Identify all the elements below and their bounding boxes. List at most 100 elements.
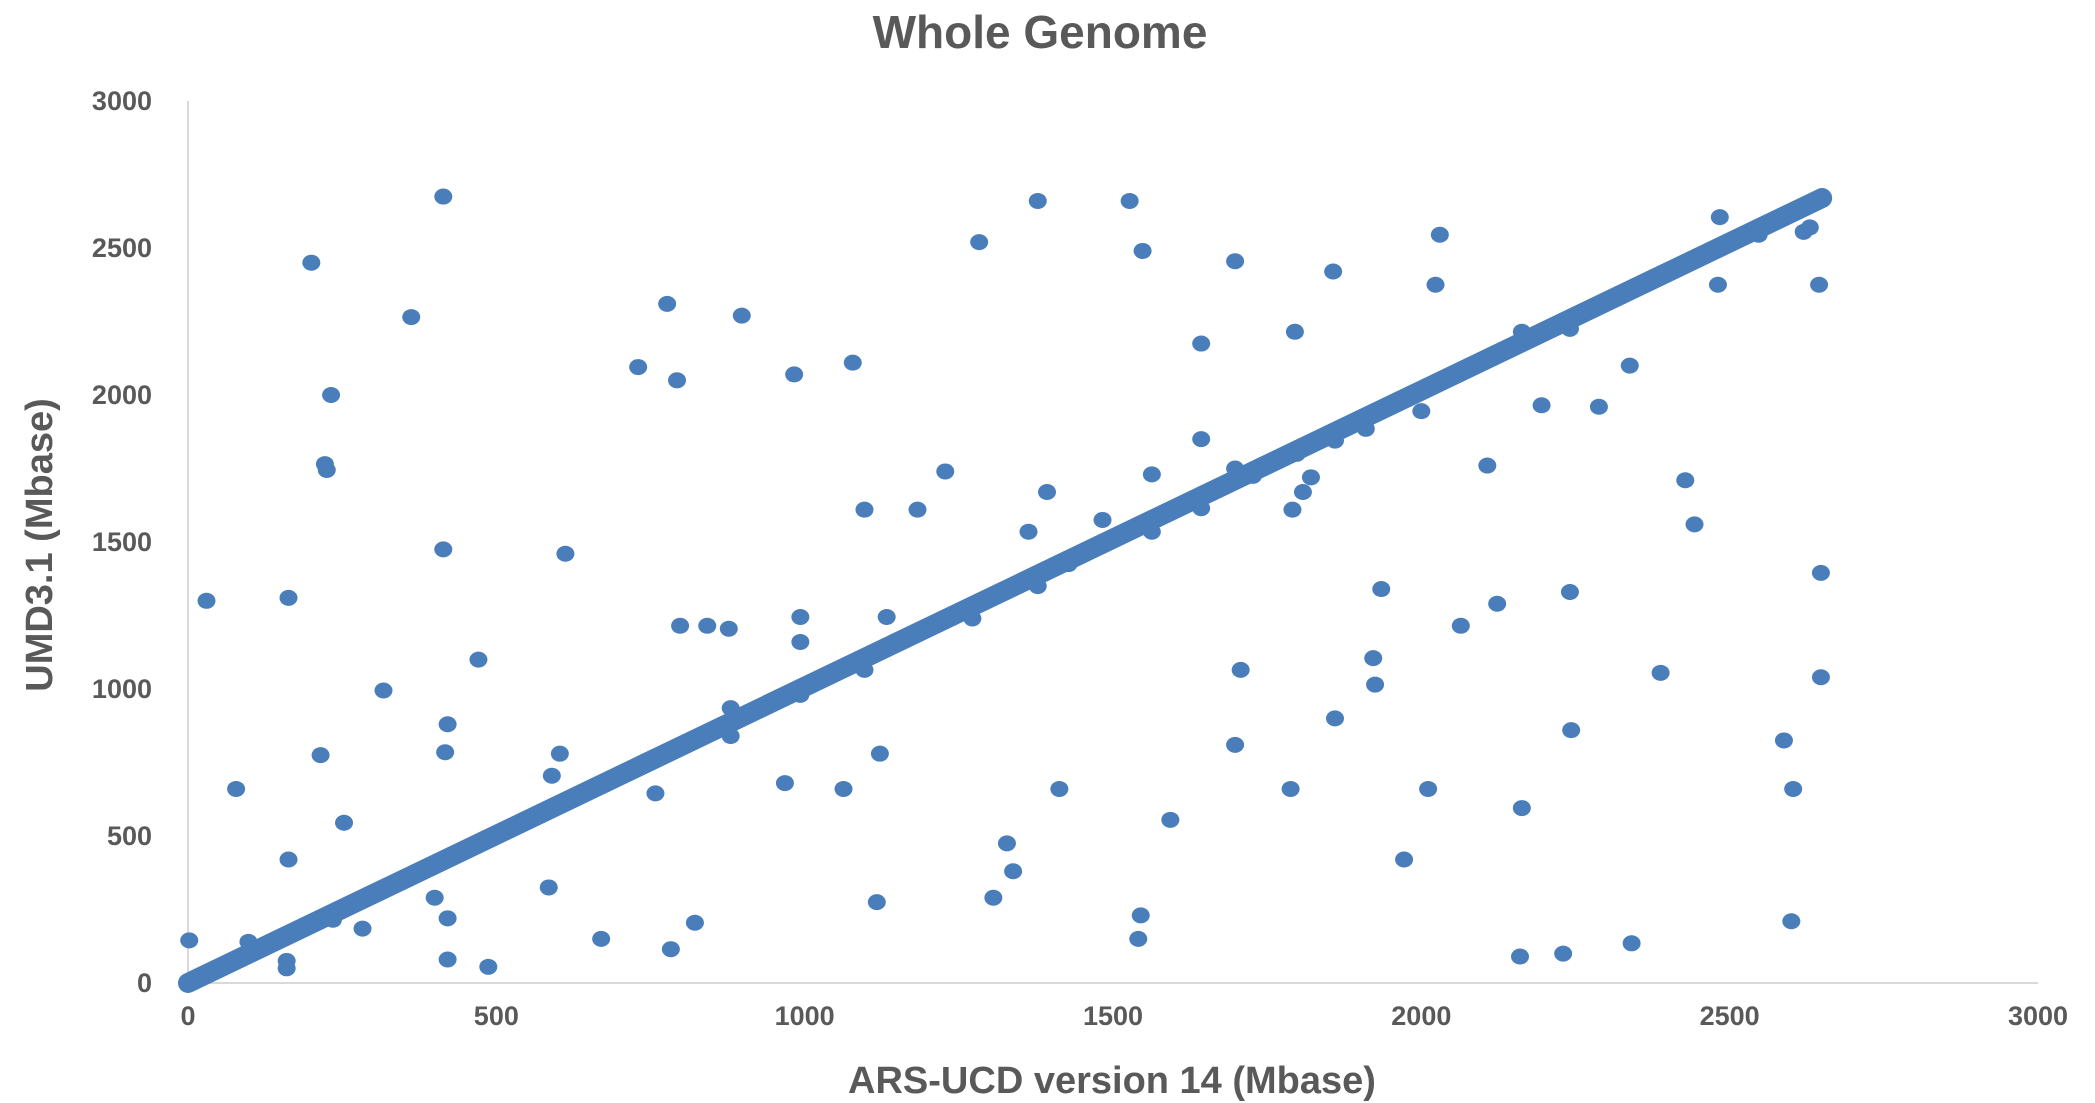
data-point bbox=[311, 747, 330, 764]
data-points bbox=[180, 188, 1830, 977]
data-point bbox=[438, 951, 457, 968]
data-point bbox=[1811, 669, 1830, 686]
data-point bbox=[834, 780, 853, 797]
data-point bbox=[719, 620, 738, 637]
data-point bbox=[1226, 253, 1245, 270]
data-point bbox=[1752, 220, 1771, 237]
data-point bbox=[732, 307, 751, 324]
data-point bbox=[1512, 323, 1531, 340]
data-point bbox=[1120, 192, 1139, 209]
data-point bbox=[556, 545, 575, 562]
data-point bbox=[1326, 710, 1344, 727]
data-point bbox=[1512, 800, 1531, 817]
data-point bbox=[936, 463, 955, 480]
data-point bbox=[434, 188, 453, 205]
data-point bbox=[302, 254, 321, 271]
data-point bbox=[1532, 397, 1551, 414]
data-point bbox=[438, 910, 457, 927]
data-point bbox=[1019, 523, 1038, 540]
data-point bbox=[1478, 457, 1497, 474]
data-point bbox=[277, 960, 296, 977]
data-point bbox=[1622, 935, 1641, 952]
data-point bbox=[353, 920, 372, 937]
data-point bbox=[1326, 432, 1344, 449]
data-point bbox=[1554, 945, 1573, 962]
data-point bbox=[908, 501, 927, 518]
data-point bbox=[1395, 851, 1414, 868]
data-point bbox=[1800, 219, 1819, 236]
axes bbox=[187, 101, 2038, 984]
data-point bbox=[698, 617, 717, 634]
data-point bbox=[1782, 913, 1801, 930]
data-point bbox=[434, 541, 453, 558]
data-point bbox=[855, 661, 874, 678]
x-tick-label: 3000 bbox=[2008, 1001, 2068, 1031]
data-point bbox=[1412, 403, 1431, 420]
x-tick-label: 2500 bbox=[1700, 1001, 1760, 1031]
data-point bbox=[1133, 242, 1152, 259]
data-point bbox=[1488, 595, 1507, 612]
data-point bbox=[227, 780, 246, 797]
data-point bbox=[721, 700, 740, 717]
data-point bbox=[1372, 581, 1391, 598]
data-point bbox=[1293, 484, 1312, 501]
data-point bbox=[1142, 523, 1161, 540]
x-tick-label: 1000 bbox=[775, 1001, 835, 1031]
data-point bbox=[1651, 664, 1670, 681]
data-point bbox=[1426, 276, 1445, 293]
data-point bbox=[997, 835, 1016, 852]
x-tick-label: 1500 bbox=[1083, 1001, 1143, 1031]
tick-labels: 0 500 1000 1500 2000 2500 3000 0 500 1000 1500 2000… bbox=[92, 86, 2068, 1031]
data-point bbox=[1226, 736, 1245, 753]
diagonal-band-line bbox=[178, 188, 1833, 993]
data-point bbox=[542, 767, 561, 784]
data-point bbox=[469, 651, 488, 668]
data-point bbox=[629, 359, 648, 376]
data-point bbox=[843, 354, 862, 371]
data-point bbox=[791, 608, 810, 625]
data-point bbox=[1129, 930, 1148, 947]
y-tick-label: 2500 bbox=[92, 233, 152, 263]
data-point bbox=[1324, 263, 1343, 280]
data-point bbox=[436, 744, 455, 761]
data-point bbox=[323, 911, 342, 928]
data-point bbox=[791, 686, 810, 703]
data-point bbox=[1192, 431, 1211, 448]
data-point bbox=[867, 894, 886, 911]
data-point bbox=[550, 745, 569, 762]
data-point bbox=[1560, 583, 1579, 600]
data-point bbox=[1708, 276, 1727, 293]
data-point bbox=[1366, 676, 1385, 693]
data-point bbox=[1243, 467, 1262, 484]
data-point bbox=[1810, 276, 1829, 293]
data-point bbox=[197, 592, 216, 609]
x-tick-label: 500 bbox=[474, 1001, 519, 1031]
data-point bbox=[1161, 811, 1180, 828]
data-point bbox=[374, 682, 393, 699]
data-point bbox=[1192, 335, 1211, 352]
diagonal-band bbox=[178, 188, 1833, 993]
data-point bbox=[1142, 466, 1161, 483]
data-point bbox=[1364, 650, 1383, 667]
data-point bbox=[1560, 320, 1579, 337]
data-point bbox=[279, 589, 298, 606]
data-point bbox=[785, 366, 804, 383]
data-point bbox=[1028, 578, 1047, 595]
data-point bbox=[335, 814, 354, 831]
data-point bbox=[721, 728, 740, 745]
data-point bbox=[592, 930, 611, 947]
y-tick-label: 500 bbox=[107, 821, 152, 851]
data-point bbox=[1283, 501, 1302, 518]
data-point bbox=[180, 932, 199, 949]
data-point bbox=[1620, 357, 1639, 374]
data-point bbox=[1050, 780, 1069, 797]
y-tick-label: 2000 bbox=[92, 380, 152, 410]
data-point bbox=[1028, 192, 1047, 209]
chart-title: Whole Genome bbox=[873, 6, 1208, 58]
data-point bbox=[1287, 445, 1306, 462]
data-point bbox=[322, 387, 341, 403]
data-point bbox=[1685, 516, 1704, 533]
data-point bbox=[1059, 556, 1078, 573]
data-point bbox=[438, 716, 457, 733]
